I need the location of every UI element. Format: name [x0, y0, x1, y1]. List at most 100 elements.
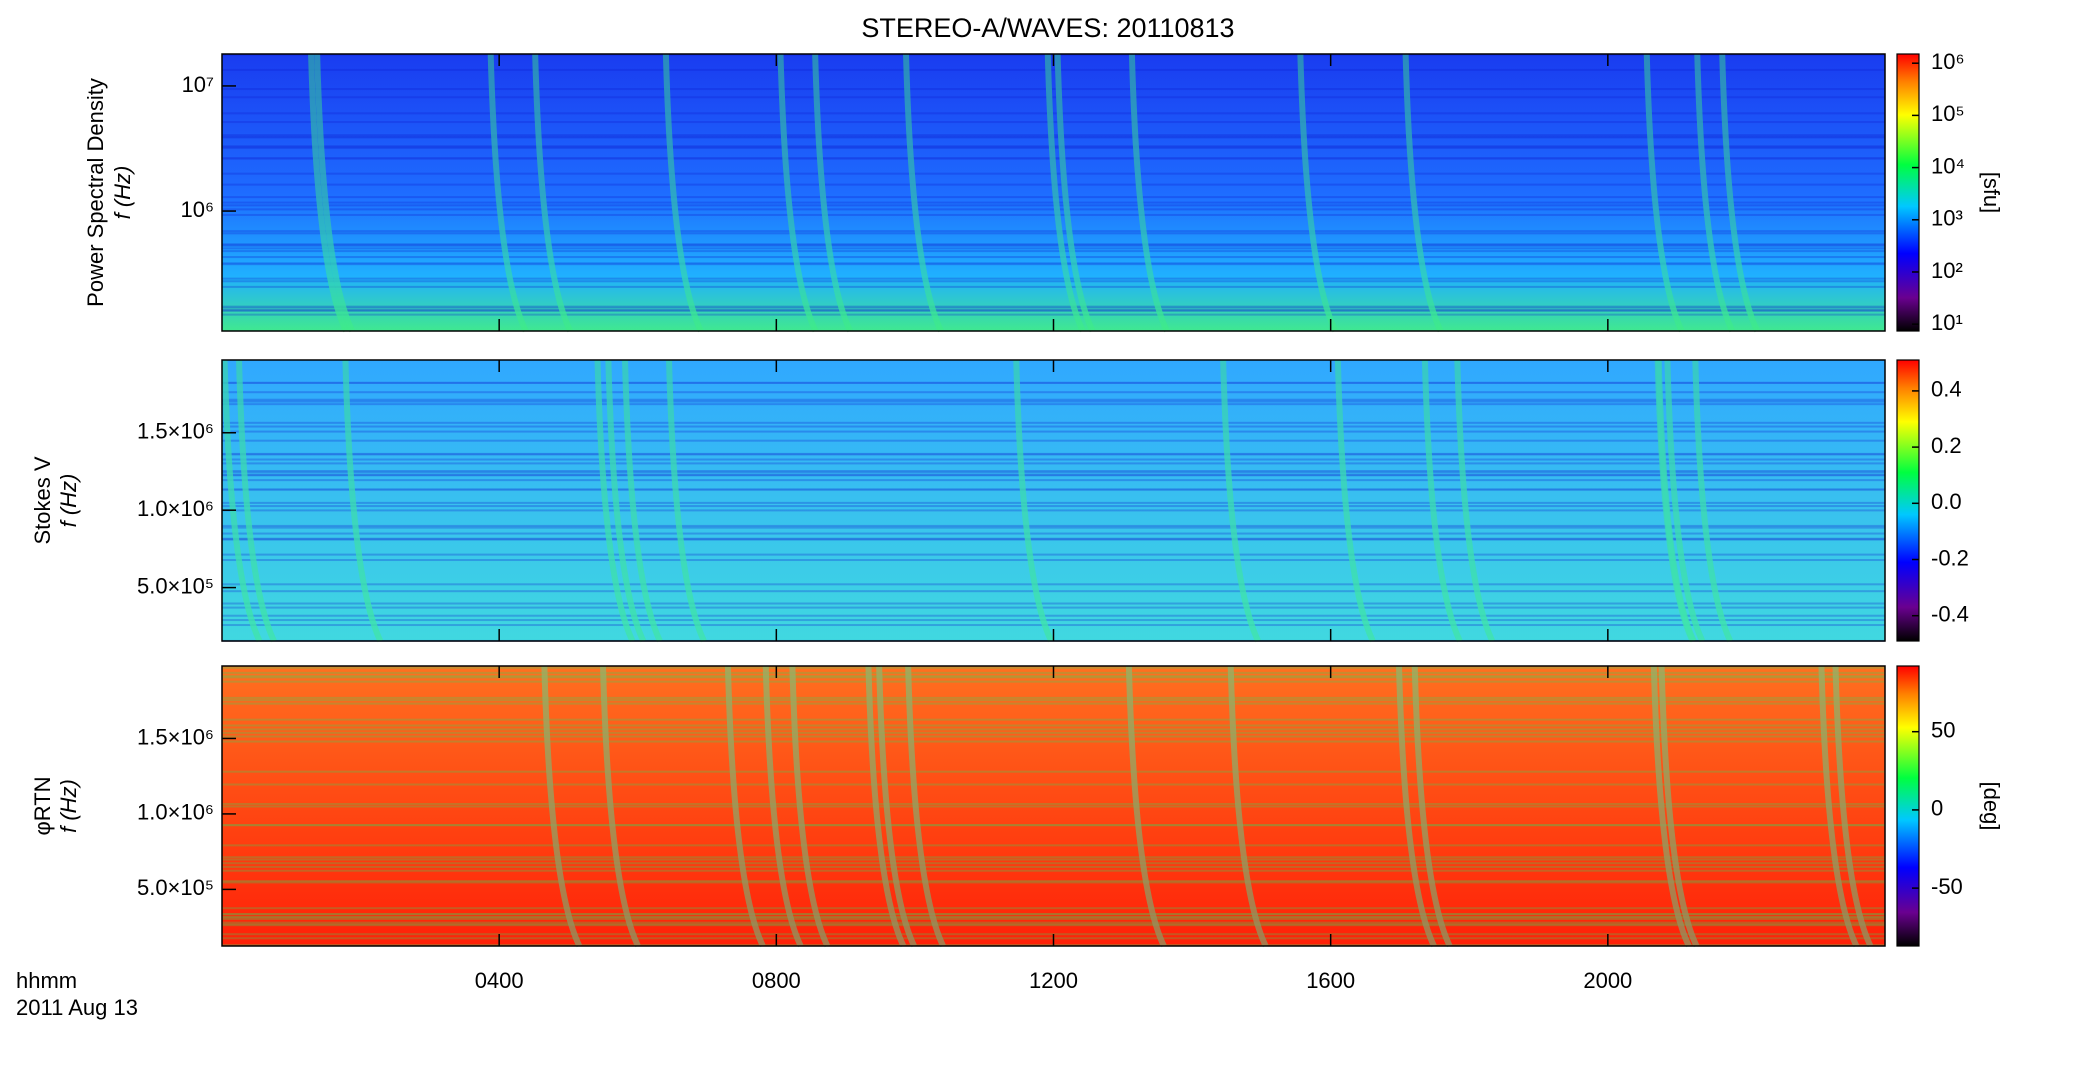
band-stripe — [222, 862, 1885, 865]
band-stripe — [222, 696, 1885, 699]
band-stripe — [222, 134, 1885, 137]
band-stripe — [222, 505, 1885, 508]
band-stripe — [222, 213, 1885, 216]
burst-trace — [532, 53, 573, 333]
band-stripe — [222, 731, 1885, 734]
burst-trace — [1832, 665, 1874, 948]
band-stripe — [222, 88, 1885, 91]
band-stripe — [222, 309, 1885, 312]
burst-trace — [903, 53, 944, 333]
burst-trace — [1664, 359, 1706, 643]
band-stripe — [222, 501, 1885, 504]
burst-trace — [1654, 359, 1696, 643]
band-stripe — [222, 391, 1885, 394]
burst-trace — [1411, 665, 1453, 948]
burst-trace — [1655, 359, 1697, 643]
band-stripe — [222, 425, 1885, 428]
colorbar — [1896, 665, 1920, 947]
band-stripe — [222, 718, 1885, 721]
band-stripe — [222, 458, 1885, 461]
texture — [221, 359, 1885, 643]
band-stripe — [222, 96, 1885, 99]
band-stripe — [222, 524, 1885, 527]
band-stripe — [222, 453, 1885, 456]
band-stripe — [222, 918, 1885, 921]
band-stripe — [222, 262, 1885, 265]
band-stripe — [222, 509, 1885, 512]
chart-title: STEREO-A/WAVES: 20110813 — [861, 13, 1234, 43]
band-stripe — [222, 196, 1885, 199]
colorbar-tick-label: 10¹ — [1931, 310, 1963, 335]
band-stripe — [222, 913, 1885, 916]
burst-trace — [314, 53, 355, 333]
band-stripe — [222, 381, 1885, 384]
band-stripe — [222, 201, 1885, 204]
band-stripe — [222, 824, 1885, 827]
band-stripe — [222, 280, 1885, 283]
y-axis-label: f (Hz) — [110, 166, 135, 220]
band-stripe — [222, 157, 1885, 160]
x-tick-label: 0800 — [752, 968, 801, 993]
band-stripe — [222, 865, 1885, 868]
x-tick-label: 0400 — [475, 968, 524, 993]
burst-trace — [1454, 359, 1496, 643]
band-stripe — [222, 606, 1885, 609]
band-stripe — [222, 250, 1885, 253]
band-stripe — [222, 430, 1885, 433]
y-axis-label: Power Spectral Density — [83, 78, 108, 307]
burst-trace — [541, 665, 583, 948]
band-stripe — [222, 232, 1885, 235]
burst-trace — [1396, 665, 1437, 948]
band-stripe — [222, 538, 1885, 541]
band-stripe — [222, 916, 1885, 919]
burst-trace — [594, 359, 636, 643]
band-stripe — [222, 740, 1885, 743]
band-stripe — [222, 263, 1885, 266]
colorbar-tick-label: -0.2 — [1931, 545, 1969, 570]
burst-trace — [777, 53, 819, 333]
burst-trace — [662, 53, 704, 333]
band-stripe — [222, 400, 1885, 403]
band-stripe — [222, 146, 1885, 149]
burst-trace — [221, 359, 263, 643]
band-stripe — [222, 403, 1885, 406]
y-axis-label: Stokes V — [30, 456, 55, 544]
band-stripe — [222, 488, 1885, 491]
band-stripe — [222, 157, 1885, 160]
band-stripe — [222, 921, 1885, 924]
burst-trace — [1128, 53, 1170, 333]
band-stripe — [222, 439, 1885, 442]
band-stripe — [222, 135, 1885, 138]
band-stripe — [222, 243, 1885, 246]
burst-trace — [599, 665, 641, 948]
band-stripe — [222, 121, 1885, 124]
band-stripe — [222, 172, 1885, 175]
band-stripe — [222, 538, 1885, 541]
texture — [222, 53, 1885, 333]
colorbar-tick-label: 0 — [1931, 796, 1943, 821]
burst-trace — [724, 665, 766, 948]
colorbar-label: [sfu] — [1979, 172, 2004, 214]
band-stripe — [222, 244, 1885, 247]
colorbar-tick-label: 10² — [1931, 258, 1963, 283]
band-stripe — [222, 912, 1885, 915]
burst-trace — [1013, 359, 1054, 643]
band-stripe — [222, 474, 1885, 477]
band-stripe — [222, 881, 1885, 884]
burst-trace — [789, 665, 831, 948]
band-stripe — [222, 462, 1885, 465]
y-tick-label: 1.0×10⁶ — [137, 800, 214, 825]
x-tick-label: 2000 — [1583, 968, 1632, 993]
burst-trace — [1658, 665, 1700, 948]
band-stripe — [222, 204, 1885, 207]
band-stripe — [222, 844, 1885, 847]
burst-trace — [762, 665, 804, 948]
band-stripe — [222, 614, 1885, 617]
burst-trace — [1650, 665, 1692, 948]
colorbar-tick-label: -50 — [1931, 874, 1963, 899]
band-stripe — [222, 583, 1885, 586]
band-stripe — [222, 924, 1885, 927]
band-stripe — [222, 256, 1885, 259]
y-axis-label: φRTN — [30, 776, 55, 835]
